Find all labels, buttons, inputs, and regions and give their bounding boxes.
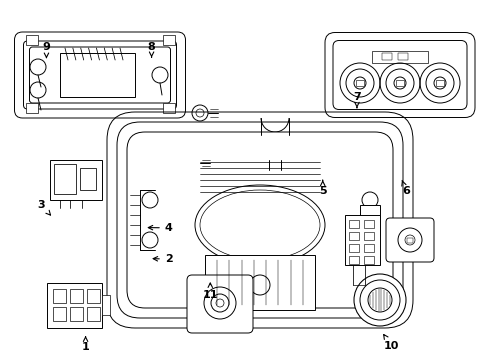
- FancyBboxPatch shape: [186, 275, 252, 333]
- Bar: [381, 53, 391, 59]
- Bar: [345, 215, 379, 265]
- Bar: [25, 103, 38, 113]
- Circle shape: [192, 105, 207, 121]
- Circle shape: [30, 82, 46, 98]
- Bar: [267, 145, 282, 153]
- Bar: [363, 232, 373, 240]
- Bar: [70, 289, 83, 303]
- Bar: [87, 289, 100, 303]
- Circle shape: [30, 59, 46, 75]
- Bar: [162, 103, 174, 113]
- Bar: [70, 307, 83, 321]
- Circle shape: [397, 228, 421, 252]
- Text: 2: 2: [153, 254, 172, 264]
- Circle shape: [152, 67, 168, 83]
- Bar: [359, 205, 379, 235]
- FancyBboxPatch shape: [15, 32, 185, 118]
- Bar: [264, 135, 285, 145]
- Circle shape: [196, 109, 203, 117]
- Bar: [397, 53, 407, 59]
- Text: 11: 11: [202, 283, 218, 300]
- Bar: [87, 307, 100, 321]
- Text: 6: 6: [401, 180, 409, 196]
- Circle shape: [404, 235, 414, 245]
- Bar: [348, 220, 358, 228]
- Text: 10: 10: [383, 334, 398, 351]
- Circle shape: [249, 275, 269, 295]
- Circle shape: [210, 294, 228, 312]
- Text: 7: 7: [352, 92, 360, 108]
- Ellipse shape: [195, 185, 325, 265]
- Circle shape: [361, 232, 377, 248]
- FancyBboxPatch shape: [385, 218, 433, 262]
- Bar: [53, 289, 66, 303]
- Bar: [50, 160, 102, 200]
- Circle shape: [353, 274, 405, 326]
- Circle shape: [359, 280, 399, 320]
- Text: 9: 9: [42, 42, 50, 58]
- Bar: [53, 307, 66, 321]
- Circle shape: [142, 232, 158, 248]
- Bar: [264, 153, 285, 160]
- Bar: [371, 50, 427, 63]
- Bar: [406, 238, 412, 243]
- Circle shape: [367, 288, 391, 312]
- Bar: [363, 220, 373, 228]
- Text: 5: 5: [318, 180, 326, 196]
- Circle shape: [216, 299, 224, 307]
- Text: 1: 1: [81, 337, 89, 352]
- Bar: [348, 256, 358, 264]
- Bar: [102, 295, 110, 315]
- Text: 3: 3: [38, 200, 50, 215]
- FancyBboxPatch shape: [127, 132, 392, 308]
- Bar: [162, 35, 174, 45]
- Bar: [348, 244, 358, 252]
- FancyBboxPatch shape: [325, 32, 474, 117]
- Bar: [60, 53, 135, 97]
- Circle shape: [203, 287, 236, 319]
- Bar: [435, 80, 443, 86]
- Text: 4: 4: [148, 223, 172, 233]
- Bar: [395, 80, 403, 86]
- Bar: [80, 168, 96, 190]
- Bar: [54, 164, 76, 194]
- Text: 8: 8: [147, 42, 155, 57]
- Bar: [363, 244, 373, 252]
- Circle shape: [142, 192, 158, 208]
- Circle shape: [185, 156, 200, 170]
- Bar: [348, 232, 358, 240]
- Circle shape: [190, 160, 196, 166]
- Bar: [47, 283, 102, 328]
- Bar: [363, 256, 373, 264]
- Bar: [355, 80, 363, 86]
- Bar: [204, 255, 314, 310]
- Bar: [25, 35, 38, 45]
- Circle shape: [361, 192, 377, 208]
